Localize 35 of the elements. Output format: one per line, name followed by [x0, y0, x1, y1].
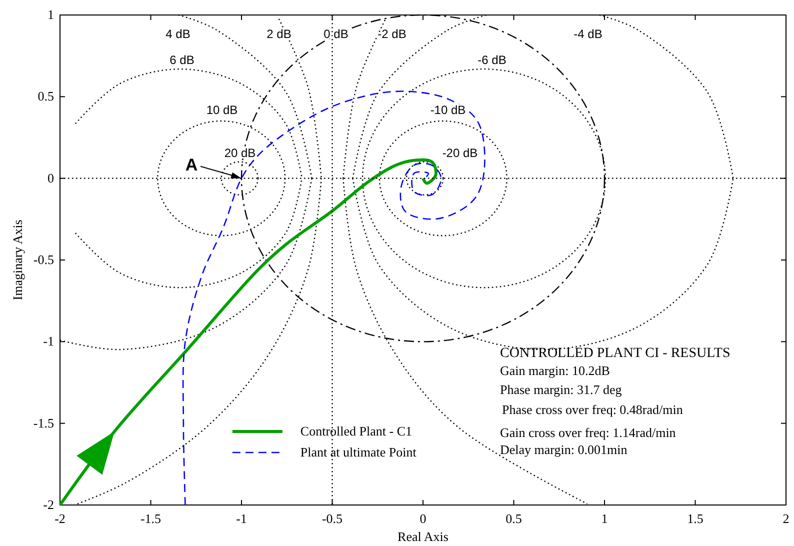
- annotation: -20 dB: [442, 146, 478, 160]
- annotation: 6 dB: [170, 53, 194, 67]
- y-tick-label: -2: [43, 497, 54, 512]
- annotation: 10 dB: [206, 103, 238, 117]
- annotation: 2 dB: [266, 27, 292, 41]
- y-tick-label: -0.5: [33, 252, 54, 267]
- annotation: A: [185, 155, 198, 174]
- x-tick-label: 1.5: [687, 511, 704, 526]
- x-tick-label: -1: [236, 511, 247, 526]
- y-tick-label: -1.5: [33, 415, 54, 430]
- annotation: -4 dB: [574, 27, 602, 41]
- legend-label: Plant at ultimate Point: [300, 444, 417, 460]
- annotation: Phase cross over freq: 0.48rad/min: [502, 402, 684, 417]
- x-tick-label: 1: [601, 511, 608, 526]
- y-tick-label: 0: [48, 170, 54, 186]
- annotation: 4 dB: [166, 27, 190, 41]
- x-tick-label: -0.5: [322, 511, 343, 526]
- x-tick-label: 2: [782, 511, 790, 526]
- annotation: Gain margin: 10.2dB: [500, 363, 610, 378]
- annotation: -2 dB: [378, 27, 406, 41]
- y-tick-label: 0.5: [38, 88, 54, 104]
- annotation: CONTROLLED PLANT CI - RESULTS: [500, 346, 730, 361]
- annotation: Delay margin: 0.001min: [500, 442, 628, 457]
- x-axis-title: Real Axis: [398, 529, 448, 544]
- y-tick-label: -1: [43, 334, 54, 349]
- annotation: Gain cross over freq: 1.14rad/min: [500, 425, 676, 440]
- x-tick-label: 0: [420, 511, 426, 526]
- y-axis-title: Imaginary Axis: [10, 220, 25, 300]
- x-tick-label: -1.5: [140, 511, 162, 526]
- annotation: -10 dB: [430, 103, 466, 117]
- annotation: -6 dB: [478, 53, 506, 67]
- y-tick-label: 1: [48, 7, 54, 22]
- x-tick-label: 0.5: [506, 511, 522, 526]
- legend-label: Controlled Plant - C1: [300, 424, 412, 438]
- annotation: Phase margin: 31.7 deg: [500, 382, 622, 397]
